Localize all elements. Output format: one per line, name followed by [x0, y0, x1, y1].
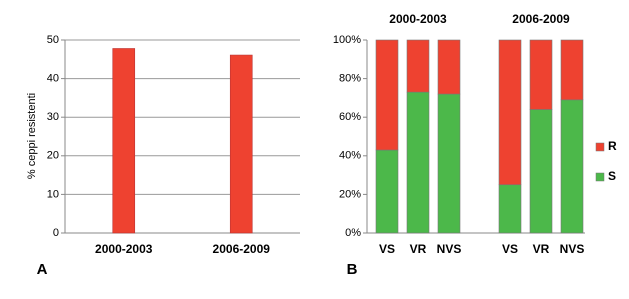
panel-label: B	[347, 261, 358, 278]
x-tick-label: 2000-2003	[95, 242, 153, 256]
x-tick-label: VR	[410, 242, 427, 256]
bar-segment	[560, 39, 584, 101]
bar-segment	[406, 39, 430, 93]
legend-label: S	[608, 169, 616, 183]
y-tick-label: 20	[47, 150, 59, 162]
y-tick-label: 80%	[339, 73, 361, 85]
y-tick-label: 100%	[333, 34, 361, 46]
bar-segment	[437, 39, 461, 95]
y-tick-label: 40	[47, 73, 59, 85]
group-label: 2006-2009	[512, 12, 570, 26]
x-tick-label: 2006-2009	[213, 242, 271, 256]
y-tick-label: 40%	[339, 150, 361, 162]
bar-segment	[529, 109, 553, 234]
x-tick-label: NVS	[437, 242, 462, 256]
bar-segment	[375, 149, 399, 234]
group-label: 2000-2003	[389, 12, 447, 26]
bar	[229, 54, 253, 234]
y-tick-label: 0%	[345, 227, 361, 239]
y-tick-label: 20%	[339, 188, 361, 200]
legend-swatch	[595, 172, 605, 182]
panel-label: A	[37, 261, 48, 278]
bar-segment	[498, 39, 522, 186]
legend-swatch	[595, 142, 605, 152]
y-tick-label: 60%	[339, 111, 361, 123]
y-tick-label: 50	[47, 34, 59, 46]
bar-segment	[437, 93, 461, 234]
bar-segment	[529, 39, 553, 110]
x-tick-label: NVS	[560, 242, 585, 256]
legend-label: R	[608, 139, 617, 153]
y-tick-label: 10	[47, 188, 59, 200]
y-tick-label: 0	[53, 227, 59, 239]
x-tick-label: VS	[379, 242, 395, 256]
bar	[112, 48, 136, 234]
y-axis-label: % ceppi resistenti	[26, 93, 38, 179]
x-tick-label: VS	[502, 242, 518, 256]
bar-segment	[560, 99, 584, 234]
bar-segment	[406, 91, 430, 234]
x-tick-label: VR	[533, 242, 550, 256]
bar-segment	[375, 39, 399, 151]
y-tick-label: 30	[47, 111, 59, 123]
bar-segment	[498, 184, 522, 234]
